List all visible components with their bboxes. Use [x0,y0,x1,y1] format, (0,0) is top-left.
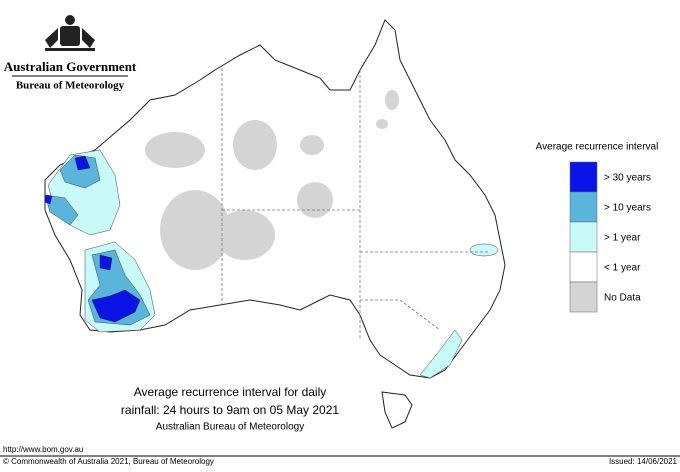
legend-swatch [569,191,598,223]
no-data-areas [145,90,399,270]
legend-swatch [569,161,598,193]
legend-label: > 1 year [604,233,641,244]
government: Australian Government [4,59,137,74]
agency: Bureau of Meteorology [16,80,125,92]
legend-label: > 30 years [604,173,651,184]
map-title: rainfall: 24 hours to 9am on 05 May 2021 [121,403,339,417]
legend: > 30 years > 10 years > 1 year < 1 year No D… [569,161,651,313]
legend-swatch [569,221,598,253]
map [44,19,506,429]
recurrence-30y [44,155,141,323]
legend-swatch [569,281,598,313]
tasmania [381,391,413,429]
legend-label: > 10 years [604,203,651,214]
legend-swatch [569,251,598,283]
legend-label: No Data [604,293,641,304]
footer-issued: Issued: 14/06/2021 [609,457,678,466]
map-title: Average recurrence interval for daily [134,385,327,399]
legend-title: Average recurrence interval [536,142,659,153]
map-source: Australian Bureau of Meteorology [156,422,304,433]
coat-of-arms [45,15,95,51]
legend-label: < 1 year [604,263,641,274]
footer-copyright: © Commonwealth of Australia 2021, Bureau… [3,457,214,466]
footer-url: http://www.bom.gov.au [3,445,83,454]
state-borders [221,68,488,340]
